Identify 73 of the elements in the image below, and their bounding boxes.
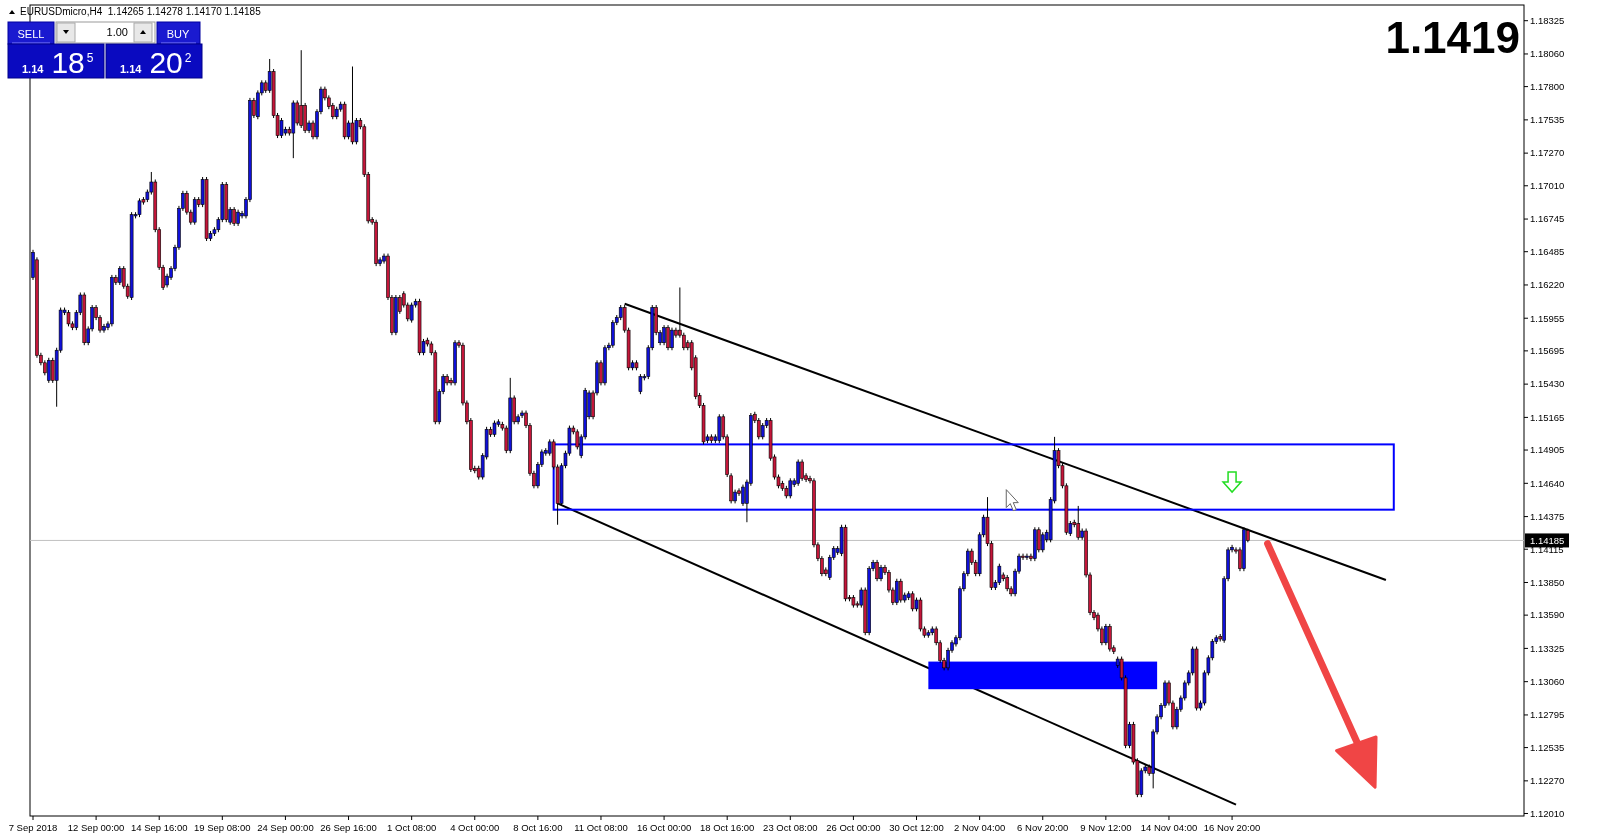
y-tick-label: 1.15695 <box>1530 345 1565 357</box>
candlestick <box>1104 623 1108 646</box>
candlestick <box>895 578 899 606</box>
x-tick-label: 8 Oct 16:00 <box>513 822 563 833</box>
x-tick-label: 26 Sep 16:00 <box>320 822 377 833</box>
y-tick-label: 1.15165 <box>1530 411 1565 423</box>
ref-line-label: 1.14185 <box>1530 534 1565 546</box>
x-tick-label: 16 Oct 00:00 <box>636 822 692 833</box>
y-tick-label: 1.15955 <box>1530 312 1565 324</box>
y-tick-label: 1.12270 <box>1530 775 1565 787</box>
candlestick <box>611 319 615 349</box>
y-tick-label: 1.14115 <box>1530 543 1564 555</box>
candlestick <box>662 324 666 346</box>
candlestick <box>1040 531 1045 553</box>
candlestick <box>1107 623 1112 653</box>
x-tick-label: 12 Sep 00:00 <box>67 822 125 833</box>
candlestick <box>670 327 674 351</box>
annotation: 1.1419 <box>1385 13 1520 62</box>
x-tick-label: 2 Nov 04:00 <box>954 822 1006 833</box>
x-tick-label: 30 Oct 12:00 <box>889 822 944 833</box>
x-tick-label: 16 Nov 20:00 <box>1203 822 1261 833</box>
candlestick <box>800 458 804 482</box>
y-tick-label: 1.12010 <box>1530 807 1565 819</box>
x-tick-label: 9 Nov 12:00 <box>1080 822 1132 833</box>
annotation: 1.14 18$^{5}$ <box>22 46 94 79</box>
y-tick-label: 1.17010 <box>1530 180 1565 192</box>
candlestick <box>796 458 800 487</box>
candlestick <box>666 324 670 351</box>
y-tick-label: 1.17535 <box>1530 114 1565 126</box>
y-tick-label: 1.14640 <box>1530 477 1565 489</box>
y-tick-label: 1.15430 <box>1530 378 1565 390</box>
annotation: 1.00 <box>106 26 128 38</box>
y-tick-label: 1.16745 <box>1530 213 1565 225</box>
candlestick <box>299 49 304 129</box>
y-tick-label: 1.17800 <box>1530 80 1565 92</box>
x-tick-label: 24 Sep 00:00 <box>257 822 314 833</box>
y-tick-label: 1.13850 <box>1530 576 1565 588</box>
y-tick-label: 1.18325 <box>1530 15 1565 27</box>
candlestick <box>756 417 761 440</box>
annotation: EURUSDmicro,H4 1.14265 1.14278 1.14170 1.14185 <box>20 6 262 17</box>
y-tick-label: 1.16220 <box>1530 279 1565 291</box>
y-tick-label: 1.13060 <box>1530 676 1565 687</box>
x-tick-label: 4 Oct 00:00 <box>450 822 500 833</box>
y-tick-label: 1.13590 <box>1530 609 1565 621</box>
y-tick-label: 1.16485 <box>1530 246 1565 258</box>
annotation: SELL <box>17 28 45 40</box>
x-tick-label: 19 Sep 08:00 <box>194 822 251 833</box>
candlestick <box>898 578 903 604</box>
y-tick-label: 1.12795 <box>1530 709 1565 721</box>
y-tick-label: 1.14375 <box>1530 510 1565 522</box>
y-tick-label: 1.12535 <box>1530 741 1565 753</box>
candlestick <box>717 413 722 444</box>
annotation: BUY <box>166 28 190 40</box>
x-tick-label: 26 Oct 00:00 <box>826 822 881 833</box>
candlestick <box>741 484 745 507</box>
y-tick-label: 1.18060 <box>1530 48 1565 60</box>
x-tick-label: 11 Oct 08:00 <box>574 822 628 833</box>
x-tick-label: 6 Nov 20:00 <box>1017 822 1069 833</box>
y-tick-label: 1.13325 <box>1530 642 1565 654</box>
x-tick-label: 7 Sep 2018 <box>8 822 58 833</box>
candlestick <box>232 206 236 227</box>
candlestick <box>1025 553 1029 561</box>
y-tick-label: 1.14905 <box>1530 444 1565 456</box>
x-tick-label: 23 Oct 08:00 <box>763 822 818 833</box>
x-tick-label: 14 Sep 16:00 <box>130 822 188 833</box>
x-tick-label: 1 Oct 08:00 <box>387 822 437 833</box>
x-tick-label: 18 Oct 16:00 <box>699 822 755 833</box>
annotation: 1.14 20$^{2}$ <box>120 46 192 79</box>
x-tick-label: 14 Nov 04:00 <box>1140 822 1198 833</box>
candlestick <box>350 66 355 145</box>
candlestick <box>875 559 879 582</box>
y-tick-label: 1.17270 <box>1530 147 1565 159</box>
candlestick <box>409 302 414 324</box>
